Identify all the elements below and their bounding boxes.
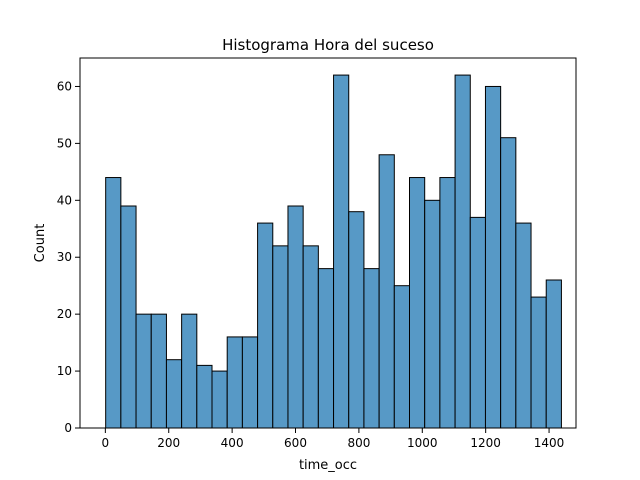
y-tick-label: 20: [57, 307, 72, 321]
y-tick-label: 30: [57, 250, 72, 264]
histogram-bar: [454, 74, 471, 429]
histogram-bar: [409, 177, 426, 429]
histogram-bar: [363, 268, 380, 429]
histogram-bar: [165, 359, 183, 429]
histogram-bar: [287, 205, 304, 429]
chart-title: Histograma Hora del suceso: [222, 36, 434, 54]
histogram-bar: [226, 336, 243, 429]
x-tick-label: 800: [347, 436, 370, 450]
histogram-bar: [439, 177, 456, 429]
histogram-bar: [196, 364, 213, 429]
histogram-bar: [211, 370, 228, 429]
x-tick-label: 1000: [407, 436, 438, 450]
x-tick-label: 400: [221, 436, 244, 450]
histogram-bar: [378, 154, 395, 429]
histogram-bar: [150, 313, 167, 429]
x-axis-ticks: 0 200 400 600 800 1000 1200 1400: [102, 428, 565, 450]
x-tick-label: 1400: [534, 436, 565, 450]
plot-area-frame: [79, 57, 577, 429]
x-tick-label: 600: [284, 436, 307, 450]
histogram-bar: [317, 268, 335, 429]
y-axis-label: Count: [33, 224, 48, 263]
y-tick-label: 50: [57, 136, 72, 150]
y-tick-label: 10: [57, 364, 72, 378]
histogram-bar: [500, 137, 517, 429]
x-tick-label: 1200: [470, 436, 501, 450]
histogram-bar: [393, 285, 410, 429]
histogram-bar: [181, 313, 198, 429]
histogram-bar: [272, 245, 289, 429]
y-tick-label: 0: [64, 421, 72, 435]
histogram-bar: [484, 85, 502, 429]
histogram-bar: [469, 216, 486, 429]
y-tick-label: 60: [57, 79, 72, 93]
histogram-bar: [333, 74, 350, 429]
histogram-bar: [530, 296, 547, 429]
histogram-bar: [302, 245, 319, 429]
histogram-bar: [348, 211, 365, 429]
histogram-bar: [105, 177, 122, 429]
x-axis-label: time_occ: [299, 458, 357, 473]
y-tick-label: 40: [57, 193, 72, 207]
x-tick-label: 0: [102, 436, 110, 450]
histogram-bar: [241, 336, 259, 429]
histogram-bar: [257, 222, 274, 429]
histogram-bar: [120, 205, 137, 429]
histogram-bar: [545, 279, 562, 429]
histogram-bar: [135, 313, 152, 429]
bars-group: [105, 74, 562, 429]
histogram-bar: [424, 199, 441, 429]
histogram-bar: [515, 222, 532, 429]
x-tick-label: 200: [157, 436, 180, 450]
y-axis-ticks: 0 10 20 30 40 50 60: [57, 79, 80, 435]
